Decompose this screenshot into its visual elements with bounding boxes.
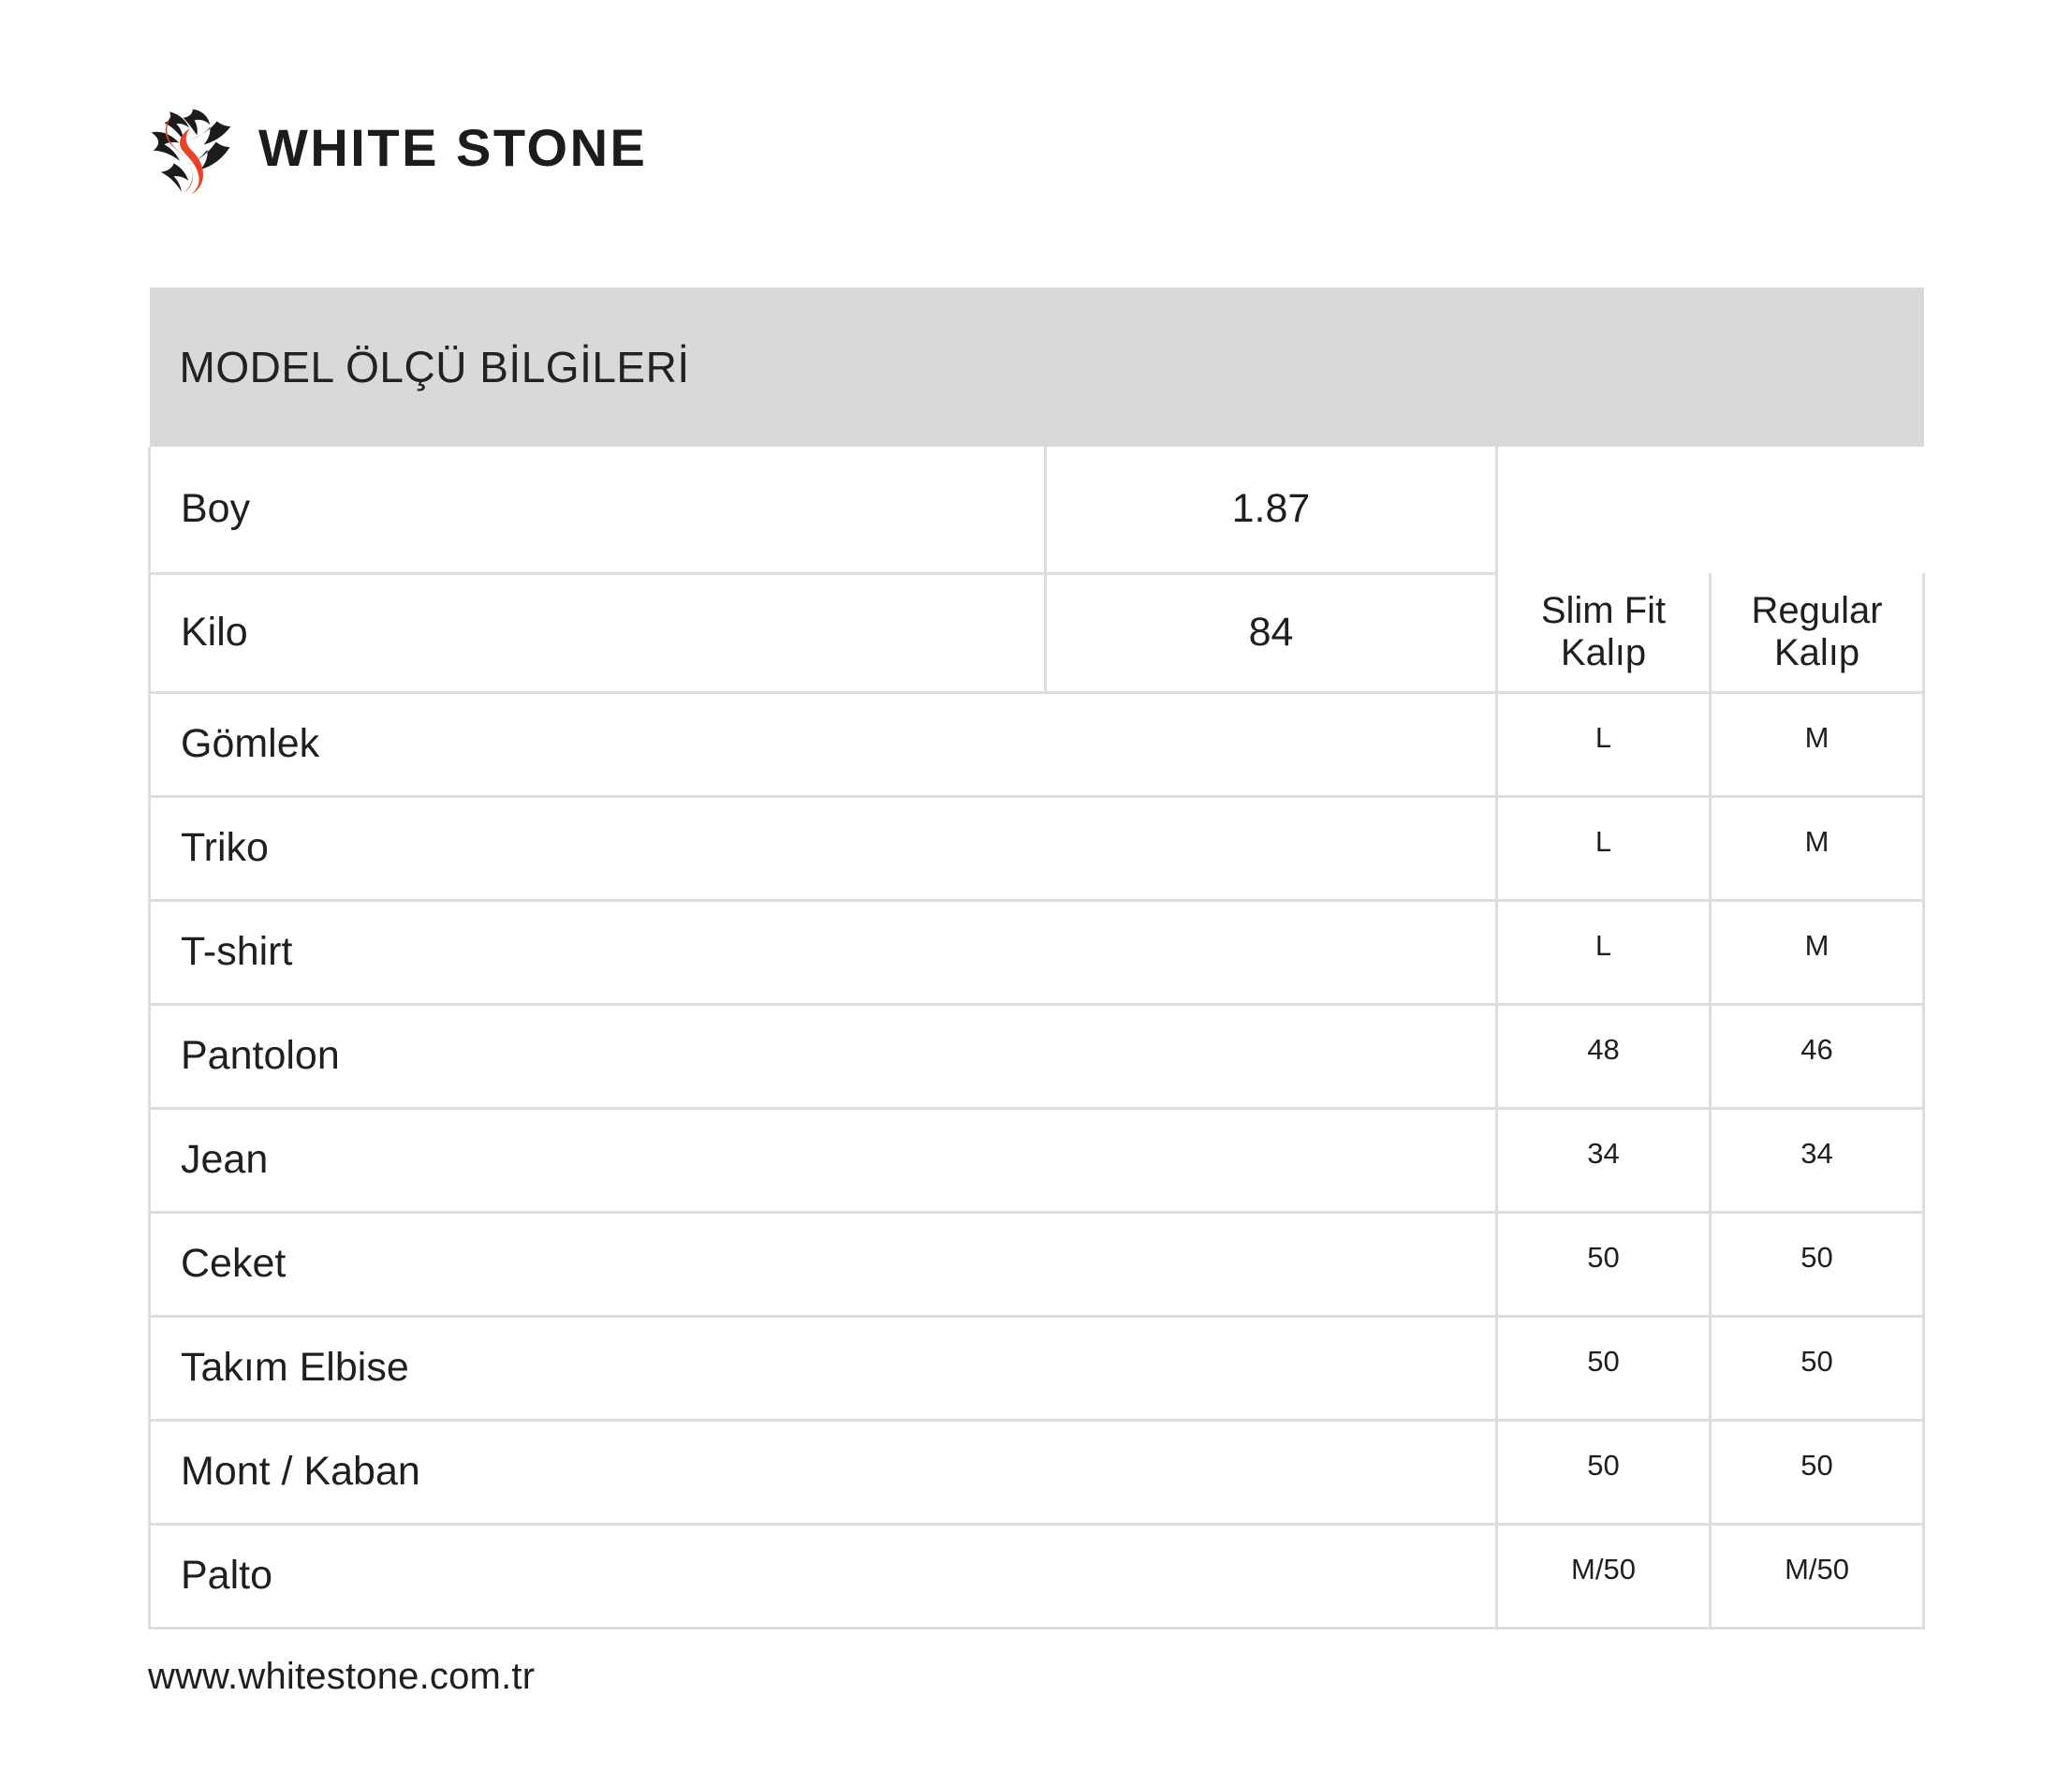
row-value-regular: 50 (1710, 1316, 1926, 1422)
table-row-weight: Kilo 84 Slim Fit Kalıp Regular Kalıp (148, 573, 1926, 694)
table-row: Mont / Kaban 50 50 (148, 1420, 1926, 1526)
row-value-height: 1.87 (1045, 447, 1498, 575)
table-row: Triko L M (148, 796, 1926, 902)
phoenix-bird-icon (151, 109, 231, 195)
row-value-weight: 84 (1045, 573, 1498, 694)
table-row: Takım Elbise 50 50 (148, 1316, 1926, 1422)
row-value-regular: M (1710, 796, 1926, 902)
row-label: Jean (148, 1108, 1498, 1214)
column-header-regular: Regular Kalıp (1710, 573, 1926, 694)
empty-cell (1497, 447, 1711, 573)
table-title-row: MODEL ÖLÇÜ BİLGİLERİ (149, 288, 1924, 447)
table-row: Palto M/50 M/50 (148, 1524, 1926, 1630)
row-label: Triko (148, 796, 1498, 902)
brand-name: WHITE STONE (258, 118, 648, 177)
table-row: Pantolon 48 46 (148, 1004, 1926, 1110)
table-row: Jean 34 34 (148, 1108, 1926, 1214)
row-value-regular: 50 (1710, 1420, 1926, 1526)
row-value-slim: M/50 (1496, 1524, 1712, 1630)
row-value-slim: 50 (1496, 1212, 1712, 1318)
row-label: Pantolon (148, 1004, 1498, 1110)
row-value-slim: 48 (1496, 1004, 1712, 1110)
row-value-regular: 34 (1710, 1108, 1926, 1214)
row-value-slim: L (1496, 900, 1712, 1006)
table-row: Gömlek L M (148, 692, 1926, 798)
row-value-regular: M/50 (1710, 1524, 1926, 1630)
row-label-height: Boy (148, 447, 1047, 575)
row-label: T-shirt (148, 900, 1498, 1006)
row-value-slim: 34 (1496, 1108, 1712, 1214)
row-value-regular: M (1710, 692, 1926, 798)
row-value-slim: 50 (1496, 1316, 1712, 1422)
column-header-slim-fit: Slim Fit Kalıp (1496, 573, 1712, 694)
table-row: Ceket 50 50 (148, 1212, 1926, 1318)
footer-website-url[interactable]: www.whitestone.com.tr (148, 1656, 536, 1697)
model-measurements-table: MODEL ÖLÇÜ BİLGİLERİ Boy 1.87 Kilo 84 Sl… (148, 288, 1926, 1630)
row-value-slim: L (1496, 692, 1712, 798)
row-label: Takım Elbise (148, 1316, 1498, 1422)
table-row: T-shirt L M (148, 900, 1926, 1006)
row-value-regular: M (1710, 900, 1926, 1006)
row-value-regular: 46 (1710, 1004, 1926, 1110)
row-label: Palto (148, 1524, 1498, 1630)
row-label: Mont / Kaban (148, 1420, 1498, 1526)
brand-header: WHITE STONE (148, 101, 647, 195)
table-row-height: Boy 1.87 (148, 447, 1924, 575)
table-title: MODEL ÖLÇÜ BİLGİLERİ (149, 288, 1924, 447)
row-label: Ceket (148, 1212, 1498, 1318)
row-label: Gömlek (148, 692, 1498, 798)
row-label-weight: Kilo (148, 573, 1047, 694)
row-value-regular: 50 (1710, 1212, 1926, 1318)
row-value-slim: L (1496, 796, 1712, 902)
empty-cell (1711, 447, 1924, 573)
row-value-slim: 50 (1496, 1420, 1712, 1526)
